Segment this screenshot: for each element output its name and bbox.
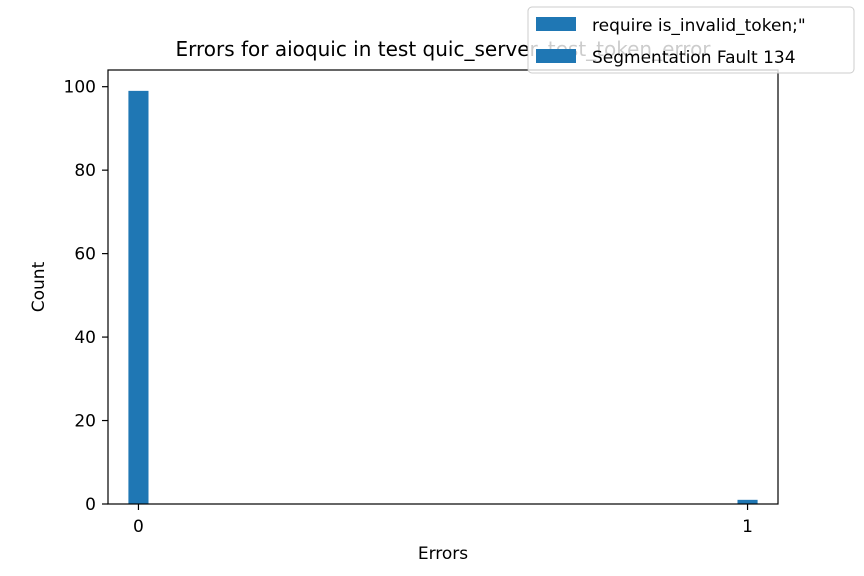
y-tick-label: 60 [74, 245, 96, 265]
legend: require is_invalid_token;" Segmentation … [527, 6, 855, 74]
y-axis-label: Count [29, 261, 49, 312]
y-tick-label: 80 [74, 161, 96, 181]
legend-label-1: require is_invalid_token;" [592, 16, 806, 36]
x-tick-label: 0 [133, 517, 144, 537]
y-tick-label: 20 [74, 412, 96, 432]
y-tick-label: 40 [74, 328, 96, 348]
legend-box [527, 6, 855, 74]
bar-series-1-x-1 [737, 499, 758, 504]
legend-swatch-1 [536, 17, 576, 31]
y-tick-label: 0 [85, 495, 96, 515]
bar-series-1-x-0 [128, 90, 149, 504]
x-axis-label: Errors [418, 544, 468, 564]
y-tick-label: 100 [64, 78, 96, 98]
legend-swatch-2 [536, 49, 576, 63]
legend-label-2: Segmentation Fault 134 [592, 48, 796, 68]
bars-layer [128, 90, 758, 504]
x-tick-label: 1 [742, 517, 753, 537]
plot-frame [107, 69, 779, 505]
